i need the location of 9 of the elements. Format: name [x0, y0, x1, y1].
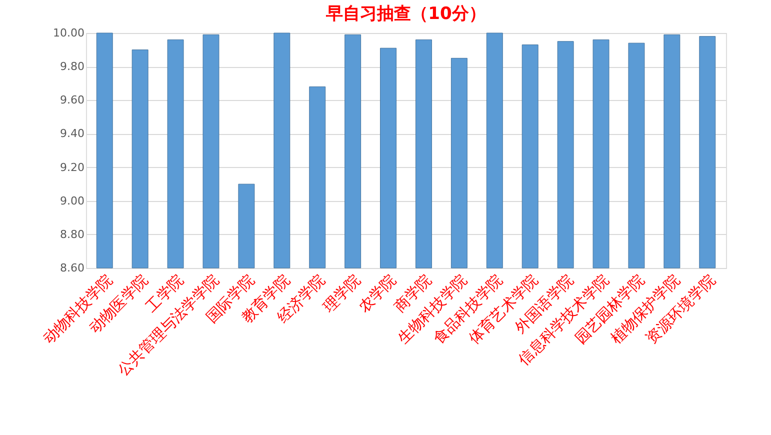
y-tick-label: 8.60 [60, 262, 84, 274]
y-tick-label: 8.80 [60, 228, 84, 241]
y-tick-label: 10.00 [53, 26, 84, 40]
y-tick-label: 9.00 [60, 194, 84, 208]
y-tick-label: 9.40 [60, 127, 84, 140]
y-tick-label: 9.60 [60, 94, 84, 107]
y-tick-label: 9.20 [60, 160, 84, 174]
y-tick-label: 9.80 [60, 60, 84, 74]
chart-title: 早自习抽查（10分） [325, 4, 486, 24]
